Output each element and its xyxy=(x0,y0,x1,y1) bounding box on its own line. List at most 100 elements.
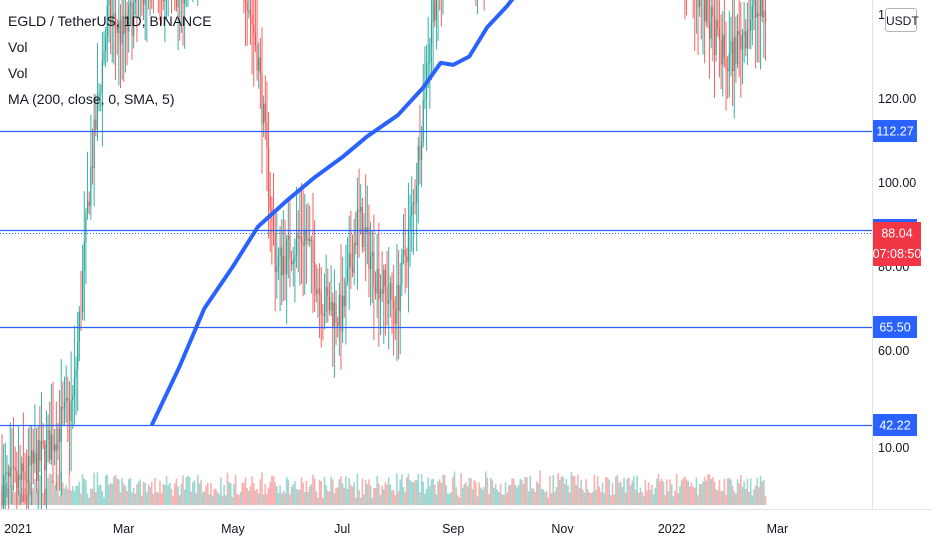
volume-bar xyxy=(593,474,596,505)
volume-bar xyxy=(634,489,637,505)
volume-bar xyxy=(674,490,676,505)
volume-bar xyxy=(447,493,449,505)
volume-bar xyxy=(81,474,84,505)
volume-bar xyxy=(409,480,411,505)
volume-bar xyxy=(371,498,374,505)
volume-bar xyxy=(4,484,7,505)
volume-bar xyxy=(415,480,418,505)
candle-body xyxy=(282,255,284,276)
candle-body xyxy=(315,289,317,295)
candle-body xyxy=(248,10,250,12)
moving-average-label[interactable]: MA (200, close, 0, SMA, 5) xyxy=(8,91,175,107)
volume-bar xyxy=(725,495,727,505)
candle-body xyxy=(78,311,80,342)
currency-unit-button[interactable]: USDT xyxy=(885,8,919,32)
candle-body xyxy=(427,63,429,65)
candle-body xyxy=(707,0,709,24)
volume-bar xyxy=(195,493,197,505)
volume-indicator-label[interactable]: Vol xyxy=(8,39,28,55)
volume-bar xyxy=(42,492,44,505)
candle-body xyxy=(144,0,146,5)
volume-bar xyxy=(134,493,137,505)
volume-bar xyxy=(261,472,263,505)
volume-bar xyxy=(463,483,466,505)
candle-body xyxy=(717,20,719,29)
candle-body xyxy=(113,13,115,18)
volume-bar xyxy=(685,479,688,505)
volume-bar xyxy=(126,490,128,505)
volume-bar xyxy=(183,489,186,505)
candle-body xyxy=(325,287,327,312)
volume-bar xyxy=(450,492,453,505)
volume-bar xyxy=(67,489,69,505)
volume-bar xyxy=(621,486,624,505)
volume-bar xyxy=(611,483,614,505)
volume-bar xyxy=(705,480,708,505)
candle-body xyxy=(412,202,414,207)
candle-body xyxy=(24,471,26,481)
candle-body xyxy=(432,0,434,23)
symbol-title[interactable]: EGLD / TetherUS, 1D, BINANCE xyxy=(8,13,212,29)
candle-body xyxy=(253,24,255,34)
volume-bar xyxy=(684,476,686,505)
volume-bar xyxy=(478,482,480,505)
candle-body xyxy=(753,0,755,6)
volume-bar xyxy=(624,492,627,505)
volume-bar xyxy=(679,486,681,505)
volume-bar xyxy=(354,498,357,505)
volume-bar xyxy=(410,481,413,505)
volume-bar xyxy=(350,484,352,505)
volume-bar xyxy=(20,488,23,505)
candle-body xyxy=(60,406,62,442)
candle-body xyxy=(373,252,375,287)
volume-bar xyxy=(656,478,658,505)
volume-bar xyxy=(27,480,30,505)
candle-body xyxy=(62,406,64,409)
candle-body xyxy=(335,302,337,323)
volume-bar xyxy=(461,487,464,505)
candle-body xyxy=(307,237,309,241)
candle-body xyxy=(284,255,286,275)
candle-body xyxy=(755,0,757,18)
volume-bar xyxy=(629,485,632,505)
volume-bar xyxy=(391,490,393,505)
volume-bar xyxy=(60,471,63,505)
volume-bar xyxy=(335,488,337,505)
volume-bar xyxy=(736,479,739,505)
volume-bar xyxy=(735,493,737,505)
candle-body xyxy=(123,16,125,34)
candle-body xyxy=(52,434,54,451)
volume-bar xyxy=(53,485,56,505)
volume-bar xyxy=(239,492,242,505)
volume-bar xyxy=(429,486,431,505)
volume-bar xyxy=(547,497,550,505)
candle-body xyxy=(177,0,179,8)
volume-bar xyxy=(455,487,457,505)
volume-bar xyxy=(376,475,378,505)
volume-bar xyxy=(649,489,652,505)
volume-bar xyxy=(271,476,273,505)
volume-bar xyxy=(529,475,532,505)
candle-body xyxy=(131,2,133,36)
volume-bar xyxy=(40,475,43,505)
candle-body xyxy=(424,98,426,100)
volume-bar xyxy=(141,495,143,505)
volume-bar xyxy=(73,491,76,505)
candle-body xyxy=(378,269,380,299)
volume-bar xyxy=(215,488,217,505)
volume-bar xyxy=(285,476,288,505)
volume-indicator-label[interactable]: Vol xyxy=(8,65,28,81)
volume-bar xyxy=(111,483,114,505)
candle-body xyxy=(300,236,303,243)
volume-bar xyxy=(521,480,523,505)
volume-bar xyxy=(499,483,502,505)
volume-bar xyxy=(488,493,490,505)
volume-bar xyxy=(175,478,178,505)
volume-bar xyxy=(567,485,569,505)
candle-body xyxy=(269,196,271,209)
candle-body xyxy=(93,119,95,169)
candle-body xyxy=(108,0,110,6)
volume-bar xyxy=(104,475,107,505)
x-tick-label: Jul xyxy=(334,522,350,536)
